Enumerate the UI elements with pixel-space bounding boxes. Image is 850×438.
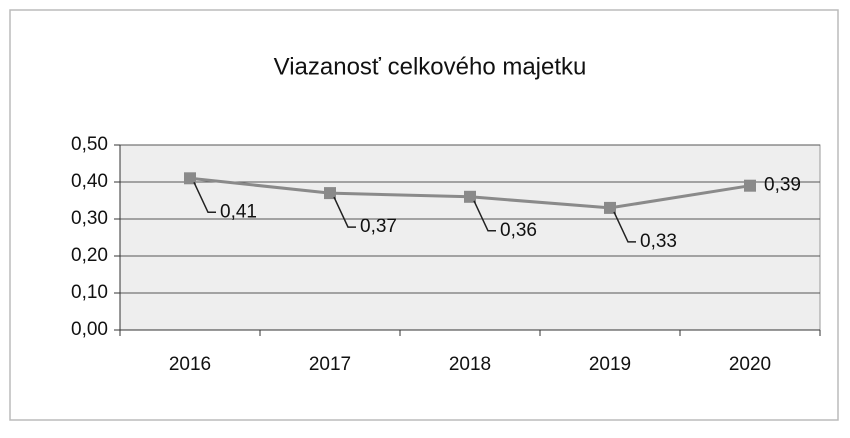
y-tick-label: 0,20	[71, 245, 108, 266]
data-label: 0,36	[500, 220, 537, 241]
chart-title: Viazanosť celkového majetku	[274, 53, 587, 80]
y-tick-label: 0,40	[71, 171, 108, 192]
y-tick-label: 0,30	[71, 208, 108, 229]
marker	[604, 201, 616, 214]
x-tick-label: 2019	[589, 354, 631, 375]
leader-line	[193, 181, 216, 214]
marker	[744, 179, 756, 192]
x-tick-label: 2018	[449, 354, 491, 375]
data-label: 0,41	[220, 201, 257, 222]
x-tick-label: 2017	[309, 354, 351, 375]
x-tick-label: 2016	[169, 354, 211, 375]
y-tick-label: 0,50	[71, 134, 108, 155]
marker	[184, 172, 196, 185]
leader-line	[333, 196, 356, 228]
leader-line	[613, 211, 636, 243]
y-tick-label: 0,10	[71, 282, 108, 303]
leader-line	[473, 200, 496, 232]
y-tick-label: 0,00	[71, 319, 108, 340]
x-tick-label: 2020	[729, 354, 771, 375]
data-label: 0,39	[764, 175, 801, 196]
marker	[464, 190, 476, 203]
data-label: 0,37	[360, 216, 397, 237]
data-label: 0,33	[640, 231, 677, 252]
plot-area	[119, 144, 821, 331]
marker	[324, 187, 336, 200]
